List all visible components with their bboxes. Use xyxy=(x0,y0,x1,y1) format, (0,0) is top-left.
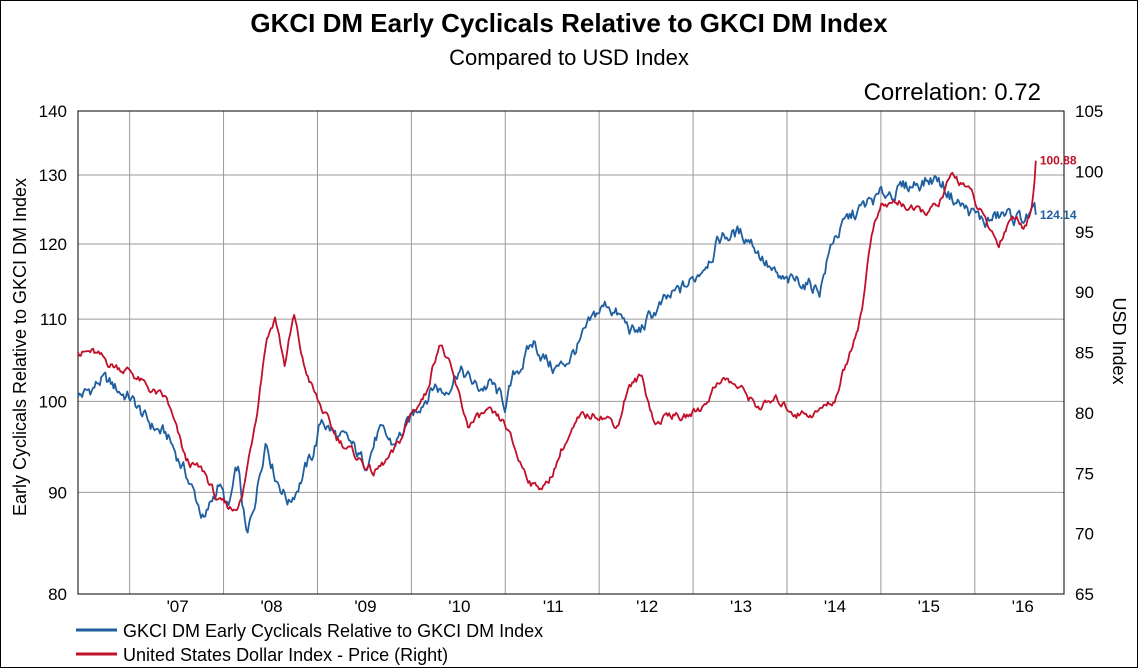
right-tick-label: 70 xyxy=(1075,525,1094,544)
right-tick-label: 100 xyxy=(1075,162,1103,181)
left-tick-label: 110 xyxy=(40,310,67,329)
x-tick-label: '16 xyxy=(1012,597,1034,616)
legend-label-blue: GKCI DM Early Cyclicals Relative to GKCI… xyxy=(123,621,543,641)
end-value-label-1: 100.88 xyxy=(1040,154,1077,168)
x-tick-label: '14 xyxy=(824,597,846,616)
series-line-0 xyxy=(77,175,1037,534)
series-line-1 xyxy=(77,160,1037,512)
x-tick-label: '13 xyxy=(730,597,752,616)
legend: GKCI DM Early Cyclicals Relative to GKCI… xyxy=(76,621,543,665)
left-tick-label: 90 xyxy=(48,483,67,502)
left-tick-label: 120 xyxy=(39,235,67,254)
x-tick-label: '12 xyxy=(636,597,658,616)
right-tick-label: 80 xyxy=(1075,404,1094,423)
x-tick-label: '09 xyxy=(354,597,376,616)
chart-subtitle: Compared to USD Index xyxy=(449,45,689,70)
legend-label-red: United States Dollar Index - Price (Righ… xyxy=(123,645,448,665)
x-tick-label: '15 xyxy=(918,597,940,616)
x-tick-label: '08 xyxy=(260,597,282,616)
left-tick-label: 140 xyxy=(39,102,67,121)
right-tick-label: 75 xyxy=(1075,464,1094,483)
right-y-axis-ticks: 65 70 75 80 85 90 95 100 105 xyxy=(1075,102,1103,604)
right-tick-label: 95 xyxy=(1075,223,1094,242)
right-axis-label: USD Index xyxy=(1109,297,1129,384)
x-tick-label: '11 xyxy=(543,597,564,616)
correlation-annotation: Correlation: 0.72 xyxy=(864,79,1041,106)
right-tick-label: 85 xyxy=(1075,344,1094,363)
chart-title: GKCI DM Early Cyclicals Relative to GKCI… xyxy=(250,8,888,38)
left-y-axis-ticks: 80 90 100 110 120 130 140 xyxy=(39,102,67,604)
right-tick-label: 65 xyxy=(1075,585,1094,604)
x-tick-label: '07 xyxy=(167,597,189,616)
right-tick-label: 90 xyxy=(1075,283,1094,302)
right-tick-label: 105 xyxy=(1075,102,1103,121)
grid-lines xyxy=(78,111,1064,594)
x-axis-ticks: '07 '08 '09 '10 '11 '12 '13 '14 '15 '16 xyxy=(167,597,1034,616)
left-axis-label: Early Cyclicals Relative to GKCI DM Inde… xyxy=(10,178,30,516)
series-lines xyxy=(77,160,1037,534)
x-tick-label: '10 xyxy=(448,597,470,616)
left-tick-label: 100 xyxy=(39,392,67,411)
end-value-label-0: 124.14 xyxy=(1040,208,1077,222)
end-value-labels: 124.14 100.88 xyxy=(1040,154,1077,222)
left-tick-label: 130 xyxy=(39,166,67,185)
left-tick-label: 80 xyxy=(48,585,67,604)
